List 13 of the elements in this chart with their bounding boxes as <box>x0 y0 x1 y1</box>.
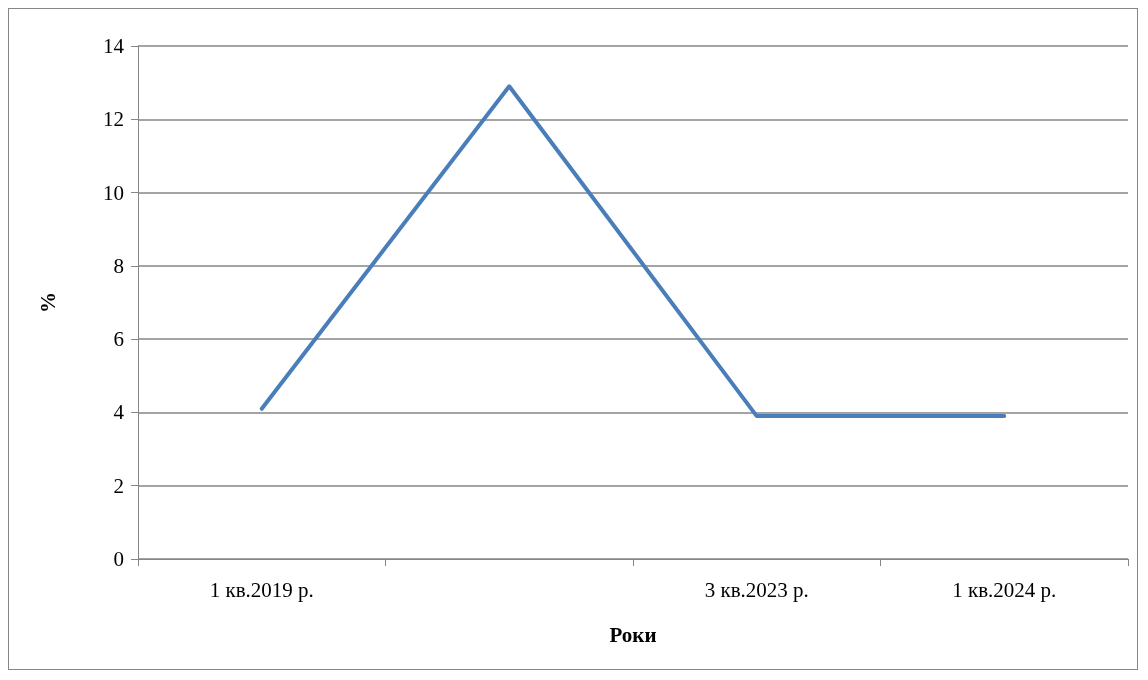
y-tick-label: 12 <box>103 107 124 132</box>
y-tick-label: 6 <box>113 327 124 352</box>
x-axis-title: Роки <box>609 622 657 647</box>
y-tick-label: 14 <box>103 34 125 58</box>
y-tick-label: 8 <box>113 253 124 278</box>
y-tick-label: 10 <box>103 180 124 205</box>
y-axis-title: % <box>35 292 60 313</box>
x-tick-label: 1 кв.2019 р. <box>209 577 314 602</box>
x-tick-label: 3 кв.2023 р. <box>704 577 809 602</box>
y-tick-label: 2 <box>113 473 124 498</box>
y-tick-label: 0 <box>113 547 124 571</box>
y-tick-label: 4 <box>113 400 125 425</box>
x-tick-label: 1 кв.2024 р. <box>952 577 1057 602</box>
